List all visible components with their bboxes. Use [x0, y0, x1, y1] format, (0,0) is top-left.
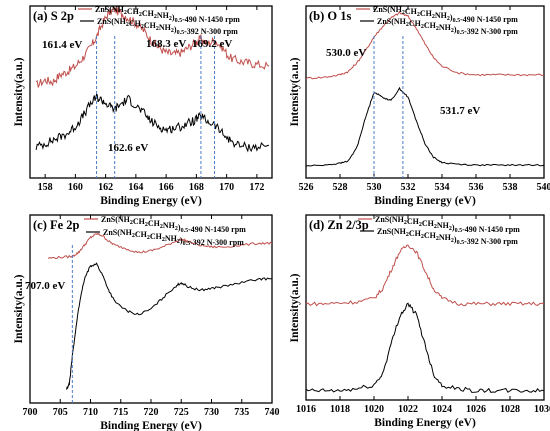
y-axis-title: Intensity(a.u.): [289, 273, 301, 342]
x-tick-label: 1026: [466, 404, 486, 415]
x-tick-label: 725: [174, 407, 189, 418]
x-tick-label: 534: [435, 182, 450, 193]
y-axis-title: Intensity(a.u.): [13, 57, 25, 126]
panel-title: (a) S 2p: [33, 9, 74, 23]
x-tick-label: 700: [23, 407, 38, 418]
legend-entry-2-p1: ZnS(NH2CH2CH2NH2)0.5-392 N-300 rpm: [377, 17, 518, 36]
x-tick-label: 715: [113, 407, 128, 418]
x-tick-label: 730: [204, 407, 219, 418]
series-line-1: [305, 11, 545, 80]
x-tick-label: 164: [128, 182, 143, 193]
x-tick-label: 540: [537, 182, 550, 193]
x-tick-label: 538: [503, 182, 518, 193]
panel-title: (b) O 1s: [309, 9, 352, 23]
x-tick-label: 1016: [296, 404, 316, 415]
series-line-1: [35, 6, 270, 88]
panel-title: (c) Fe 2p: [33, 218, 80, 232]
peak-annotation: 162.6 eV: [108, 142, 148, 154]
x-tick-label: 1020: [364, 404, 384, 415]
x-tick-label: 705: [53, 407, 68, 418]
plot-frame: [305, 214, 545, 401]
y-axis-title: Intensity(a.u.): [13, 274, 25, 343]
legend-entry-1-p3: ZnS(NH2CH2CH2NH2)0.5-490 N-1450 rpm: [375, 215, 520, 234]
series-line-2: [35, 92, 270, 153]
plot-frame: [305, 5, 545, 179]
y-axis-title: Intensity(a.u.): [289, 57, 301, 126]
x-axis-title: Binding Energy (eV): [100, 195, 202, 207]
x-axis-title: Binding Energy (eV): [374, 195, 476, 207]
peak-annotation: 169.2 eV: [192, 38, 232, 50]
x-tick-label: 1024: [432, 404, 452, 415]
legend-entry-1-p1: ZnS(NH2CH2CH2NH2)0.5-490 N-1450 rpm: [373, 5, 518, 24]
x-tick-label: 166: [159, 182, 174, 193]
x-tick-label: 168: [189, 182, 204, 193]
series-line-1: [47, 232, 273, 260]
x-axis-title: Binding Energy (eV): [374, 417, 476, 429]
x-tick-label: 1018: [330, 404, 350, 415]
legend-entry-1-p0: ZnS(NH2CH2CH2NH2)0.5-490 N-1450 rpm: [95, 5, 240, 24]
peak-annotation: 168.3 eV: [146, 38, 186, 50]
panel-c: 700 705 710 715 720 725 730 735 740 Binding Energ…: [13, 214, 280, 431]
x-tick-label: 1022: [398, 404, 418, 415]
peak-annotation: 707.0 eV: [25, 280, 65, 292]
x-tick-label: 170: [219, 182, 234, 193]
x-tick-label: 735: [234, 407, 249, 418]
panel-b: 526 528 530 532 534 536 538 540 Binding Energy (…: [289, 5, 550, 207]
x-tick-label: 1030: [534, 404, 550, 415]
x-tick-label: 528: [333, 182, 348, 193]
legend-entry-2-p2: ZnS(NH2CH2CH2NH2)0.5-392 N-300 rpm: [103, 228, 244, 247]
panel-title: (d) Zn 2/3p: [309, 218, 369, 232]
legend-entry-1-p2: ZnS(NH2CH2CH2NH2)0.5-490 N-1450 rpm: [101, 215, 246, 234]
x-tick-label: 526: [299, 182, 314, 193]
x-axis-title: Binding Energy (eV): [100, 420, 202, 431]
legend-entry-2-p3: ZnS(NH2CH2CH2NH2)0.5-392 N-300 rpm: [377, 227, 518, 246]
x-tick-label: 710: [83, 407, 98, 418]
x-tick-label: 158: [38, 182, 53, 193]
series-line-2: [305, 86, 545, 167]
series-line-2: [305, 302, 545, 393]
x-tick-label: 530: [367, 182, 382, 193]
x-tick-label: 172: [249, 182, 264, 193]
series-line-2: [65, 262, 273, 390]
x-tick-label: 536: [469, 182, 484, 193]
peak-annotation: 161.4 eV: [42, 39, 82, 51]
x-tick-label: 720: [144, 407, 159, 418]
panel-a: 158 160 162 164 166 168 170 172 Binding Energy (…: [13, 5, 273, 207]
peak-annotation: 530.0 eV: [326, 47, 366, 59]
series-line-1: [305, 244, 545, 307]
x-tick-label: 740: [265, 407, 280, 418]
x-tick-label: 160: [68, 182, 83, 193]
x-tick-label: 532: [401, 182, 416, 193]
x-tick-label: 162: [98, 182, 113, 193]
plot-frame: [29, 5, 273, 179]
peak-annotation: 531.7 eV: [440, 105, 480, 117]
x-tick-label: 1028: [500, 404, 520, 415]
panel-d: 1016 1018 1020 1022 1024 1026 1028 1030 Binding …: [289, 214, 550, 429]
legend-entry-2-p0: ZnS(NH2CH2CH2NH2)0.5-392 N-300 rpm: [97, 17, 238, 36]
